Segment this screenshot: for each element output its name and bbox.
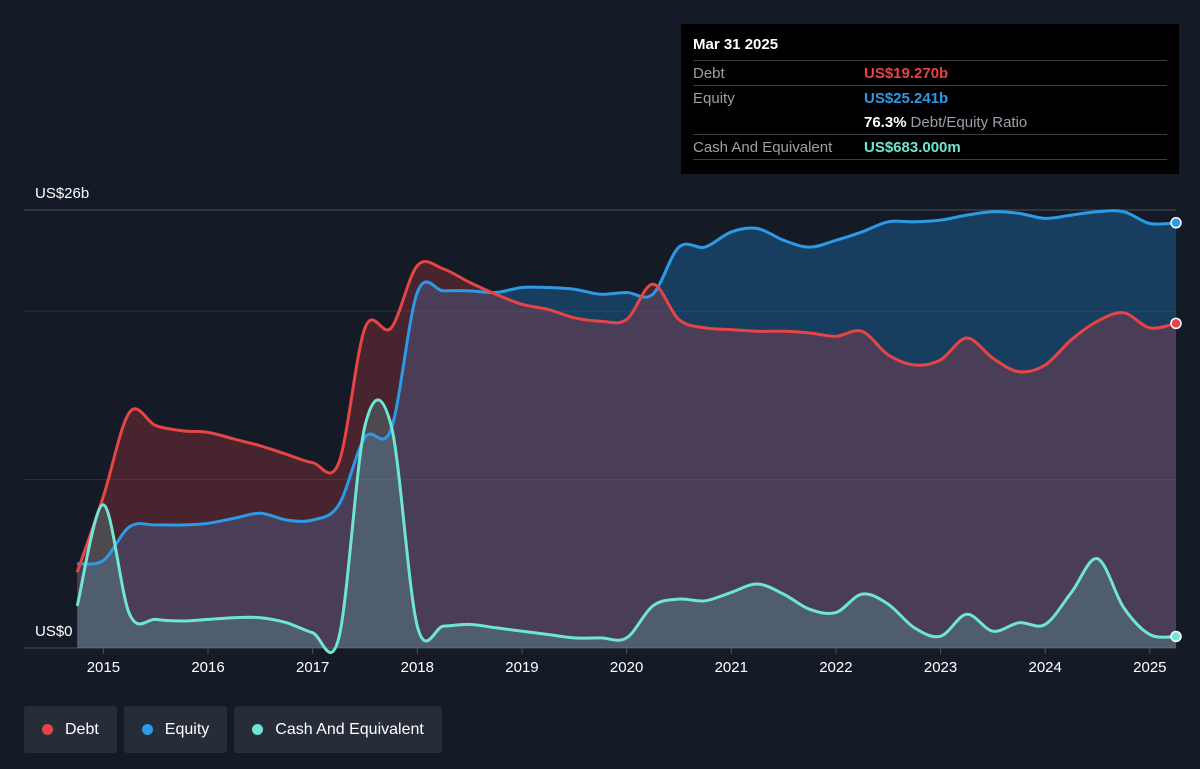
tooltip-equity-label: Equity — [693, 89, 735, 107]
x-tick-label: 2019 — [505, 659, 538, 676]
legend-item-equity[interactable]: Equity — [123, 706, 228, 753]
debt-area — [77, 261, 1177, 648]
cash-end-marker — [1170, 630, 1182, 643]
debt-line — [75, 260, 1177, 573]
debt-dot-icon — [42, 724, 53, 735]
end-markers — [1170, 217, 1182, 643]
y-tick-label: US$0 — [35, 623, 73, 640]
cash-line — [75, 398, 1177, 655]
x-tick-label: 2017 — [296, 659, 329, 676]
x-tick-label: 2015 — [87, 659, 120, 676]
x-tick-label: 2018 — [401, 659, 434, 676]
x-tick-label: 2023 — [924, 659, 957, 676]
tooltip-ratio-value: 76.3% — [864, 113, 907, 131]
x-tick-label: 2022 — [819, 659, 852, 676]
legend-item-debt[interactable]: Debt — [24, 706, 117, 753]
tooltip-ratio-label: Debt/Equity Ratio — [910, 113, 1028, 131]
legend-label-cash: Cash And Equivalent — [275, 720, 424, 738]
cash-area — [77, 399, 1177, 653]
x-tick-label: 2025 — [1133, 659, 1166, 676]
y-axis-labels: US$26b US$0 — [35, 185, 89, 640]
debt-end-marker — [1170, 317, 1182, 330]
legend-item-cash[interactable]: Cash And Equivalent — [234, 706, 442, 753]
tooltip-equity-row: Equity US$25.241b — [693, 85, 1167, 110]
tooltip-cash-value: US$683.000m — [864, 138, 961, 156]
series-areas — [77, 210, 1177, 653]
tooltip-debt-row: Debt US$19.270b — [693, 60, 1167, 85]
equity-line — [76, 209, 1177, 566]
tooltip-date: Mar 31 2025 — [693, 36, 779, 53]
x-tick-label: 2021 — [715, 659, 748, 676]
equity-end-marker — [1170, 217, 1182, 229]
chart-legend: Debt Equity Cash And Equivalent — [24, 706, 442, 753]
data-tooltip: Mar 31 2025 Debt US$19.270b Equity US$25… — [681, 24, 1179, 174]
series-lines — [75, 209, 1177, 655]
tooltip-cash-label: Cash And Equivalent — [693, 138, 833, 156]
x-axis: 2015 2016 2017 2018 2019 2020 2021 2022 2023 2024… — [87, 648, 1167, 676]
legend-label-equity: Equity — [164, 720, 210, 738]
tooltip-equity-value: US$25.241b — [864, 89, 949, 107]
tooltip-cash-row: Cash And Equivalent US$683.000m — [693, 134, 1167, 160]
tooltip-debt-label: Debt — [693, 64, 725, 82]
y-tick-label: US$26b — [35, 185, 89, 202]
grid-lines — [24, 209, 1176, 649]
x-tick-label: 2024 — [1029, 659, 1062, 676]
cash-dot-icon — [252, 724, 264, 735]
x-tick-label: 2016 — [191, 659, 224, 676]
tooltip-debt-value: US$19.270b — [864, 64, 949, 82]
tooltip-ratio-row: 76.3% Debt/Equity Ratio — [693, 110, 1167, 134]
equity-dot-icon — [141, 724, 153, 735]
x-tick-label: 2020 — [610, 659, 643, 676]
legend-label-debt: Debt — [65, 720, 99, 738]
